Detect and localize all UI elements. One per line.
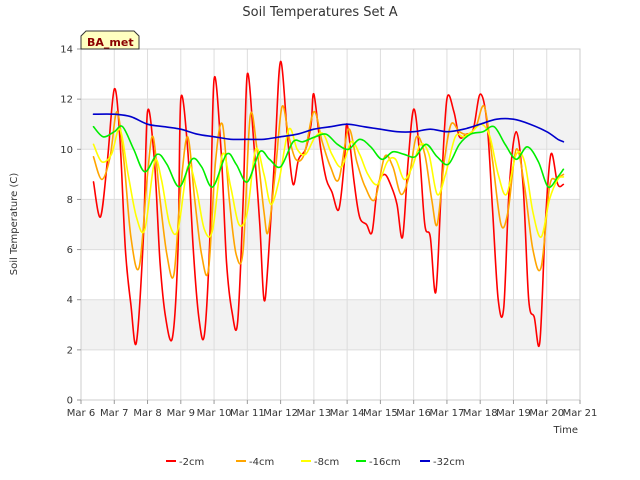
legend-label-2cm: -2cm <box>179 457 204 468</box>
x-tick-label: Mar 7 <box>100 408 128 419</box>
legend-label-16cm: -16cm <box>369 457 401 468</box>
x-tick-label: Mar 11 <box>230 408 265 419</box>
y-tick-label: 14 <box>60 45 73 56</box>
x-tick-label: Mar 9 <box>167 408 195 419</box>
y-tick-label: 2 <box>67 345 73 356</box>
y-tick-label: 10 <box>60 145 73 156</box>
x-tick-label: Mar 19 <box>496 408 531 419</box>
badge-shape <box>80 30 140 50</box>
x-tick-label: Mar 12 <box>263 408 298 419</box>
y-tick-label: 0 <box>67 396 73 407</box>
x-tick-label: Mar 16 <box>396 408 431 419</box>
y-tick-label: 8 <box>67 195 73 206</box>
series-line-4cm <box>92 104 565 279</box>
series-line-32cm <box>92 113 565 143</box>
series-lines <box>92 60 565 347</box>
y-tick-label: 12 <box>60 95 73 106</box>
y-tick-label: 4 <box>67 295 73 306</box>
x-tick-label: Mar 14 <box>330 408 365 419</box>
x-tick-label: Mar 10 <box>197 408 232 419</box>
band <box>81 299 580 350</box>
legend-label-4cm: -4cm <box>249 457 274 468</box>
x-tick-label: Mar 20 <box>529 408 564 419</box>
y-tick-label: 6 <box>67 245 73 256</box>
x-tick-label: Mar 15 <box>363 408 398 419</box>
plot-background-bands <box>81 49 580 400</box>
legend-label-32cm: -32cm <box>433 457 465 468</box>
x-tick-label: Mar 6 <box>67 408 95 419</box>
legend: -2cm -4cm -8cm -16cm -32cm <box>166 457 465 468</box>
chart-title: Soil Temperatures Set A <box>242 5 397 20</box>
x-tick-label: Mar 21 <box>563 408 598 419</box>
x-tick-label: Mar 17 <box>430 408 465 419</box>
series-line-8cm <box>92 123 565 238</box>
x-tick-label: Mar 8 <box>133 408 161 419</box>
badge: BA_met <box>80 30 140 50</box>
plot-frame <box>80 48 581 401</box>
y-axis-title: Soil Temperature (C) <box>9 173 20 276</box>
x-axis-title: Time <box>553 425 578 436</box>
x-tick-label: Mar 18 <box>463 408 498 419</box>
series-line-2cm <box>92 60 565 347</box>
series-line-16cm <box>92 125 565 189</box>
badge-text: BA_met <box>87 36 134 49</box>
x-tick-label: Mar 13 <box>296 408 331 419</box>
band <box>81 99 580 150</box>
legend-label-8cm: -8cm <box>314 457 339 468</box>
